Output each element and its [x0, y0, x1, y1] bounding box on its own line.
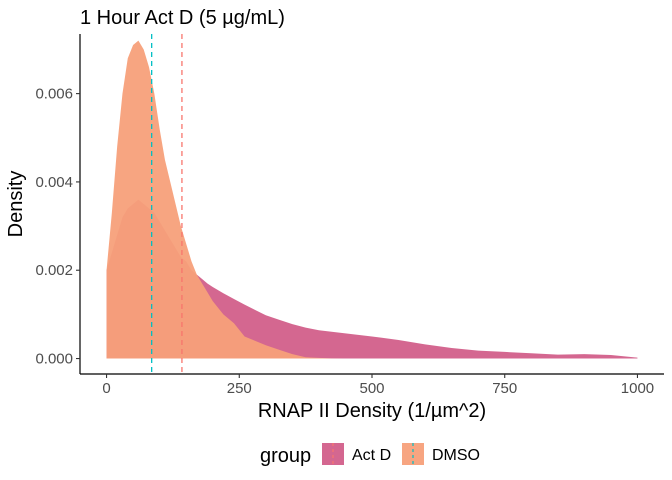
density-area-dmso: [106, 40, 346, 359]
legend-key-dmso: [402, 443, 424, 465]
legend-title: group: [260, 445, 311, 467]
y-tick-label: 0.002: [35, 262, 73, 279]
plot-area: [106, 34, 638, 374]
density-area-act-d: [106, 199, 638, 359]
x-tick-label: 250: [227, 380, 252, 397]
x-tick-label: 0: [102, 380, 110, 397]
y-tick-label: 0.006: [35, 86, 73, 103]
y-tick-label: 0.000: [35, 351, 73, 368]
legend: group Act D DMSO: [260, 443, 480, 467]
axes: 0 250 500 750 1000 0.000 0.002 0.004 0.006: [35, 34, 664, 397]
y-tick-label: 0.004: [35, 174, 73, 191]
legend-label-dmso: DMSO: [432, 447, 480, 464]
y-axis-title: Density: [5, 171, 27, 238]
legend-label-act-d: Act D: [352, 447, 391, 464]
x-axis-title: RNAP II Density (1/µm^2): [258, 400, 486, 422]
x-tick-label: 750: [492, 380, 517, 397]
chart-title: 1 Hour Act D (5 µg/mL): [80, 7, 285, 29]
x-tick-label: 1000: [621, 380, 654, 397]
x-tick-label: 500: [359, 380, 384, 397]
legend-key-act-d: [322, 443, 344, 465]
